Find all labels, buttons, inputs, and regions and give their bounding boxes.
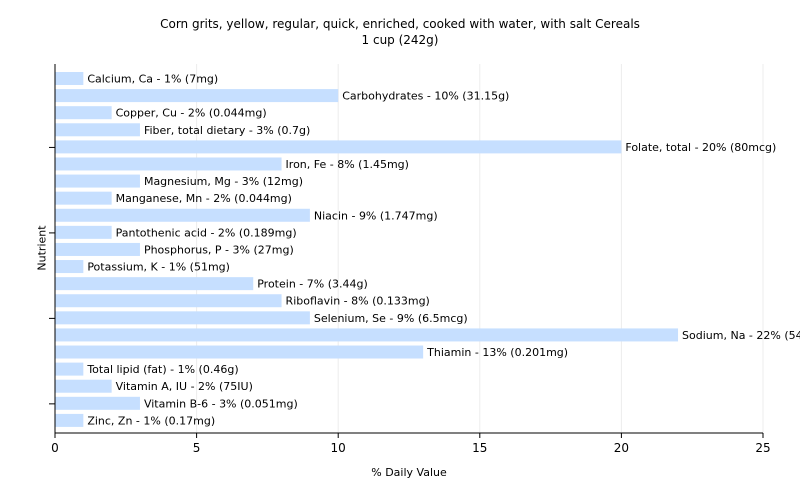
- chart-subtitle: 1 cup (242g): [361, 33, 439, 47]
- bar: [55, 260, 84, 274]
- bar-label: Total lipid (fat) - 1% (0.46g): [86, 363, 238, 376]
- bar: [55, 72, 84, 85]
- bar: [55, 345, 424, 359]
- x-tick-label: 10: [331, 441, 346, 455]
- x-tick-label: 5: [193, 441, 201, 455]
- bar: [55, 328, 679, 342]
- y-axis-label: Nutrient: [35, 225, 49, 271]
- bar-label: Folate, total - 20% (80mcg): [625, 141, 776, 154]
- bar-label: Potassium, K - 1% (51mg): [87, 261, 230, 274]
- bar: [55, 89, 339, 103]
- bar-label: Sodium, Na - 22% (540mg): [682, 329, 800, 342]
- bar: [55, 174, 140, 188]
- x-tick-label: 15: [472, 441, 487, 455]
- bar-label: Magnesium, Mg - 3% (12mg): [144, 175, 303, 188]
- bar-label: Thiamin - 13% (0.201mg): [426, 346, 568, 359]
- bar: [55, 379, 112, 393]
- bar-label: Manganese, Mn - 2% (0.044mg): [116, 192, 292, 205]
- bar-label: Niacin - 9% (1.747mg): [314, 209, 438, 222]
- bar-label: Phosphorus, P - 3% (27mg): [144, 243, 294, 256]
- bar: [55, 191, 112, 205]
- x-axis-label: % Daily Value: [371, 466, 447, 479]
- bar-label: Fiber, total dietary - 3% (0.7g): [144, 124, 310, 137]
- bar: [55, 277, 254, 291]
- bar: [55, 396, 140, 410]
- bar: [55, 413, 84, 427]
- bar-label: Pantothenic acid - 2% (0.189mg): [116, 226, 297, 239]
- bar: [55, 242, 140, 256]
- x-tick-label: 25: [755, 441, 770, 455]
- bar: [55, 208, 310, 222]
- bar: [55, 294, 282, 308]
- bar: [55, 157, 282, 171]
- x-tick-label: 20: [614, 441, 629, 455]
- bar-label: Zinc, Zn - 1% (0.17mg): [87, 414, 215, 427]
- bar-label: Calcium, Ca - 1% (7mg): [87, 73, 218, 86]
- bar-label: Protein - 7% (3.44g): [257, 278, 368, 291]
- bar: [55, 123, 140, 137]
- bar-label: Selenium, Se - 9% (6.5mcg): [314, 312, 468, 325]
- bar-label: Copper, Cu - 2% (0.044mg): [116, 107, 267, 120]
- bar-label: Vitamin A, IU - 2% (75IU): [116, 380, 253, 393]
- chart-title: Corn grits, yellow, regular, quick, enri…: [160, 17, 640, 31]
- bar: [55, 362, 84, 376]
- bar-label: Carbohydrates - 10% (31.15g): [342, 90, 509, 103]
- bar: [55, 140, 622, 154]
- bar-label: Riboflavin - 8% (0.133mg): [286, 295, 430, 308]
- bar: [55, 225, 112, 239]
- bar: [55, 106, 112, 120]
- bar: [55, 311, 310, 325]
- plot-background: [55, 64, 763, 433]
- bar-label: Iron, Fe - 8% (1.45mg): [286, 158, 409, 171]
- x-tick-label: 0: [51, 441, 59, 455]
- bar-label: Vitamin B-6 - 3% (0.051mg): [144, 397, 298, 410]
